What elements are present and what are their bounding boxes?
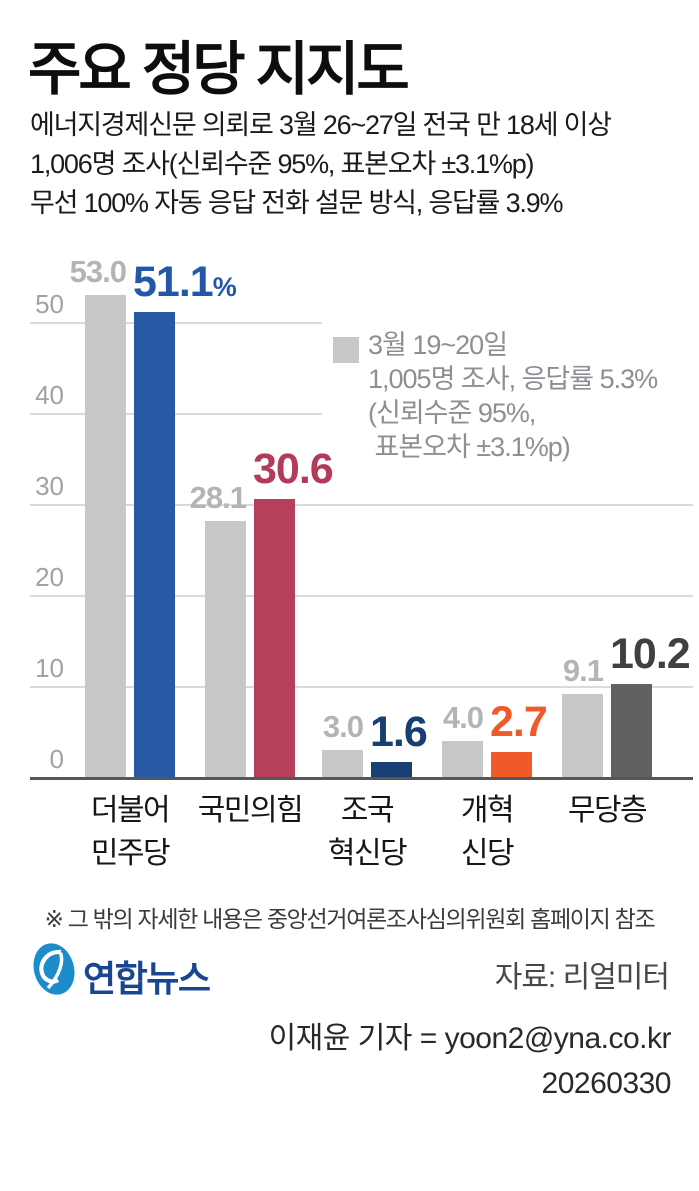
y-tick-label-30: 30 <box>35 471 64 501</box>
bar-value-label-prev-2: 3.0 <box>322 709 364 744</box>
bar-prev-4 <box>562 694 603 777</box>
y-tick-label-50: 50 <box>35 289 64 319</box>
legend-swatch <box>333 337 359 363</box>
y-tick-label-10: 10 <box>35 653 64 683</box>
bar-value-label-prev-4: 9.1 <box>562 653 604 688</box>
gridline-40 <box>30 413 322 415</box>
bar-value-label-curr-4: 10.2 <box>610 630 691 678</box>
byline: 이재윤 기자 = yoon2@yna.co.kr 20260330 <box>268 1016 672 1106</box>
percent-sign: % <box>212 272 237 302</box>
x-axis-line <box>30 777 693 780</box>
reporter-line: 이재윤 기자 = yoon2@yna.co.kr <box>268 1022 672 1055</box>
category-label-2-line-1: 혁신당 <box>327 837 408 870</box>
bar-value-label-curr-1: 30.6 <box>253 445 334 493</box>
bar-curr-0 <box>134 312 175 777</box>
bar-value-label-curr-3: 2.7 <box>490 698 548 746</box>
bar-curr-1 <box>254 499 295 777</box>
y-tick-label-0: 0 <box>49 744 64 774</box>
bar-prev-1 <box>205 521 246 777</box>
description-line-1: 1,006명 조사(신뢰수준 95%, 표본오차 ±3.1%p) <box>30 149 535 179</box>
gridline-10 <box>30 686 693 688</box>
y-tick-label-40: 40 <box>35 380 64 410</box>
legend-line-0: 3월 19~20일 <box>368 330 508 360</box>
legend-line-2: (신뢰수준 95%, <box>368 398 536 428</box>
legend-text: 3월 19~20일 1,005명 조사, 응답률 5.3% (신뢰수준 95%, 표… <box>368 328 658 464</box>
category-label-0-line-1: 민주당 <box>90 837 171 870</box>
bar-value-label-prev-0: 53.0 <box>69 254 127 289</box>
category-label-3-line-0: 개혁 <box>460 794 515 827</box>
category-label-2-line-0: 조국 <box>340 794 395 827</box>
legend-line-1: 1,005명 조사, 응답률 5.3% <box>368 364 658 394</box>
category-label-0-line-0: 더불어 <box>90 794 171 827</box>
yonhap-logo: 연합뉴스 <box>31 940 261 1002</box>
category-label-4: 무당층 <box>567 789 648 832</box>
gridline-50 <box>30 322 322 324</box>
bar-value-label-curr-2: 1.6 <box>370 708 428 756</box>
y-tick-label-20: 20 <box>35 562 64 592</box>
bar-curr-4 <box>611 684 652 777</box>
footnote: ※ 그 밖의 자세한 내용은 중앙선거여론조사심의위원회 홈페이지 참조 <box>44 906 656 932</box>
data-source-credit: 자료: 리얼미터 <box>494 961 670 994</box>
gridline-20 <box>30 595 693 597</box>
bar-curr-3 <box>491 752 532 777</box>
legend-line-3: 표본오차 ±3.1%p) <box>368 432 571 462</box>
category-label-1-line-0: 국민의힘 <box>197 794 304 827</box>
gridline-30 <box>30 504 693 506</box>
bar-prev-2 <box>322 750 363 777</box>
date-line: 20260330 <box>541 1067 672 1100</box>
bar-value-label-curr-0: 51.1% <box>133 258 237 306</box>
bar-value-label-prev-1: 28.1 <box>189 480 247 515</box>
category-label-4-line-0: 무당층 <box>567 794 648 827</box>
bar-curr-2 <box>371 762 412 777</box>
page-title: 주요 정당 지지도 <box>28 37 410 102</box>
bar-prev-0 <box>85 295 126 777</box>
survey-description: 에너지경제신문 의뢰로 3월 26~27일 전국 만 18세 이상 1,006명 … <box>30 106 612 223</box>
category-label-3-line-1: 신당 <box>460 837 515 870</box>
yonhap-globe-icon <box>33 943 75 995</box>
bar-prev-3 <box>442 741 483 777</box>
bar-value-label-prev-3: 4.0 <box>442 700 484 735</box>
description-line-2: 무선 100% 자동 응답 전화 설문 방식, 응답률 3.9% <box>30 188 564 218</box>
description-line-0: 에너지경제신문 의뢰로 3월 26~27일 전국 만 18세 이상 <box>30 110 612 140</box>
category-label-1: 국민의힘 <box>197 789 304 832</box>
yonhap-logo-text: 연합뉴스 <box>83 958 211 999</box>
